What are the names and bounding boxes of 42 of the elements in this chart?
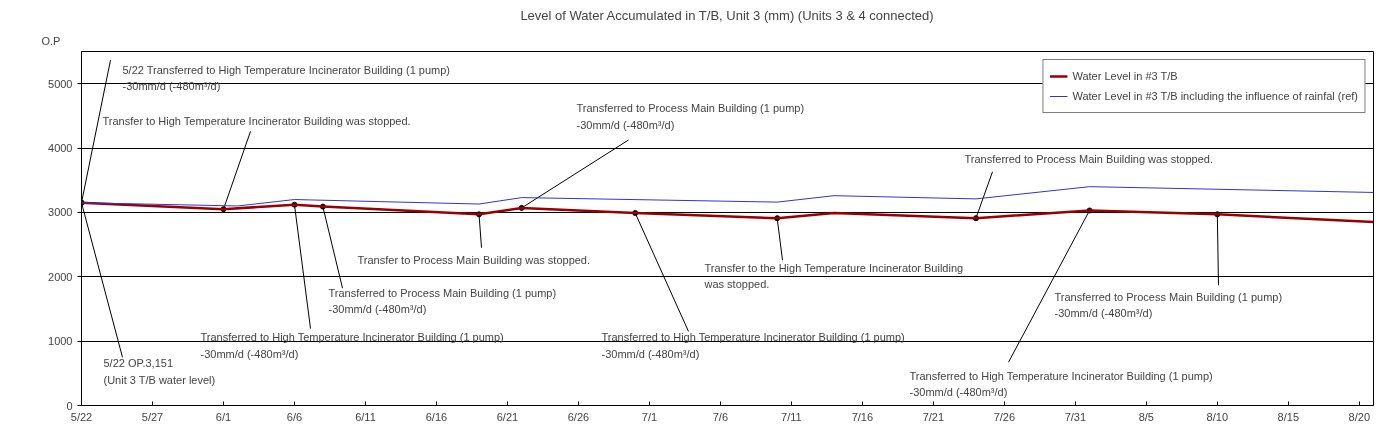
x-tick-label: 8/15 — [1277, 410, 1300, 423]
annotation: 5/22 OP.3,151 (Unit 3 T/B water level) — [103, 357, 216, 386]
line-series — [81, 186, 1374, 207]
annotation: Transferred to Process Main Building (1 pump) -30mm/d (-480m³/d) — [1054, 291, 1283, 320]
x-tick-label: 7/6 — [712, 410, 729, 423]
x-tick-label: 7/11 — [781, 410, 802, 423]
x-tick-label: 6/6 — [286, 410, 303, 423]
annotation: Transfer to Process Main Building was stopped. — [357, 253, 591, 266]
annotation: Transferred to Process Main Building (1 pump) -30mm/d (-480m³/d) — [328, 287, 557, 316]
chart-title: Level of Water Accumulated in T/B, Unit 3 (mm) (Units 3 & 4 connected) — [520, 7, 934, 23]
x-tick-label: 5/27 — [141, 410, 164, 423]
y-tick-label: 0 — [66, 399, 73, 412]
x-tick-label: 7/16 — [851, 410, 874, 423]
x-tick-label: 6/11 — [355, 410, 376, 423]
x-tick-label: 8/5 — [1138, 410, 1154, 423]
x-tick-label: 5/22 — [70, 410, 93, 423]
legend-label: Water Level in #3 T/B — [1072, 69, 1178, 83]
x-tick-label: 7/26 — [993, 410, 1016, 423]
x-tick-label: 6/16 — [425, 410, 448, 423]
annotation: Transfer to High Temperature Incinerator Building was stopped. — [102, 114, 411, 127]
annotation: Transferred to High Temperature Incinerator Building (1 pump) -30mm/d (-480m³/d) — [601, 331, 905, 360]
y-tick-label: 2000 — [48, 270, 73, 283]
y-tick-label: 5000 — [48, 77, 73, 90]
annotation: Transferred to High Temperature Incinerator Building (1 pump) -30mm/d (-480m³/d) — [200, 331, 504, 360]
x-tick-label: 7/31 — [1064, 410, 1087, 423]
annotation: Transferred to Process Main Building was stopped. — [964, 153, 1213, 166]
annotation: Transfer to the High Temperature Incinerator Building was stopped. — [703, 262, 964, 291]
x-tick-label: 8/20 — [1348, 410, 1371, 423]
x-tick-label: 6/1 — [215, 410, 232, 423]
y-tick-label: 3000 — [48, 206, 73, 219]
x-tick-label: 6/26 — [567, 410, 590, 423]
legend-label: Water Level in #3 T/B including the influence of rainfal (ref) — [1072, 89, 1358, 103]
x-tick-label: 8/10 — [1206, 410, 1229, 423]
x-tick-label: 7/21 — [922, 410, 945, 423]
x-tick-label: 7/1 — [641, 410, 658, 423]
y-tick-label: 4000 — [48, 142, 73, 155]
annotation: Transferred to High Temperature Incinerator Building (1 pump) -30mm/d (-480m³/d) — [909, 369, 1213, 399]
y-axis-title: O.P — [41, 34, 61, 47]
y-tick-label: 1000 — [48, 335, 73, 348]
x-tick-label: 6/21 — [496, 410, 519, 423]
annotation: 5/22 Transferred to High Temperature Incinerator Building (1 pump) -30mm/d (-480m³/d) — [122, 64, 451, 93]
annotation: Transferred to Process Main Building (1 pump) -30mm/d (-480m³/d) — [576, 102, 805, 131]
